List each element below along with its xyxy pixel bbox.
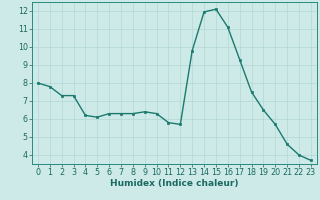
X-axis label: Humidex (Indice chaleur): Humidex (Indice chaleur) [110, 179, 239, 188]
